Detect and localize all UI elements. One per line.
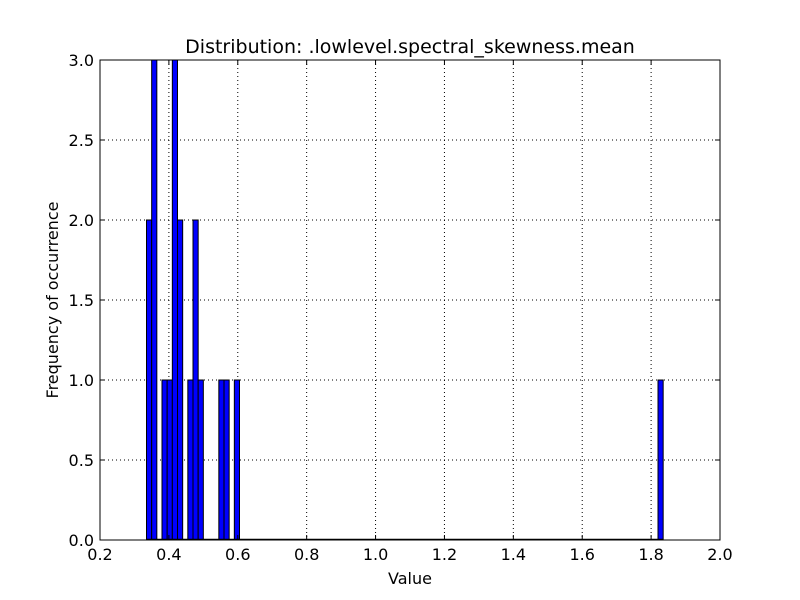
- x-axis-label: Value: [388, 569, 432, 588]
- histogram-bar: [197, 379, 204, 541]
- y-tick-label: 0.0: [69, 531, 94, 550]
- histogram-bar: [151, 59, 158, 541]
- histogram-bar: [223, 379, 230, 541]
- histogram-bar: [233, 379, 240, 541]
- histogram-bar: [187, 379, 194, 541]
- histogram-bar: [657, 379, 664, 541]
- y-tick-label: 1.0: [69, 371, 94, 390]
- y-tick-label: 2.0: [69, 211, 94, 230]
- grid-lines: [100, 60, 720, 540]
- axis-ticks: [99, 59, 721, 541]
- histogram-bar: [166, 379, 173, 541]
- histogram-bar: [171, 59, 178, 541]
- x-tick-label: 1.6: [569, 545, 594, 564]
- x-tick-label: 0.4: [156, 545, 181, 564]
- x-tick-label: 1.4: [501, 545, 526, 564]
- x-tick-label: 0.2: [87, 545, 112, 564]
- x-tick-label: 1.2: [432, 545, 457, 564]
- y-tick-label: 1.5: [69, 291, 94, 310]
- histogram-bar: [218, 379, 225, 541]
- histogram-bar: [161, 379, 168, 541]
- histogram-bar: [192, 219, 199, 541]
- y-tick-label: 2.5: [69, 131, 94, 150]
- histogram-bar: [146, 219, 153, 541]
- x-tick-labels: 0.2 0.4 0.6 0.8 1.0 1.2 1.4 1.6 1.8 2.0: [87, 545, 732, 564]
- x-tick-label: 1.8: [638, 545, 663, 564]
- y-tick-label: 0.5: [69, 451, 94, 470]
- chart-title: Distribution: .lowlevel.spectral_skewnes…: [185, 36, 635, 58]
- x-tick-label: 1.0: [363, 545, 388, 564]
- x-tick-label: 0.6: [225, 545, 250, 564]
- y-tick-label: 3.0: [69, 51, 94, 70]
- y-axis-label: Frequency of occurrence: [43, 202, 62, 399]
- x-tick-label: 2.0: [707, 545, 732, 564]
- histogram-bar: [177, 219, 184, 541]
- y-tick-labels: 0.0 0.5 1.0 1.5 2.0 2.5 3.0: [69, 51, 94, 550]
- x-tick-label: 0.8: [294, 545, 319, 564]
